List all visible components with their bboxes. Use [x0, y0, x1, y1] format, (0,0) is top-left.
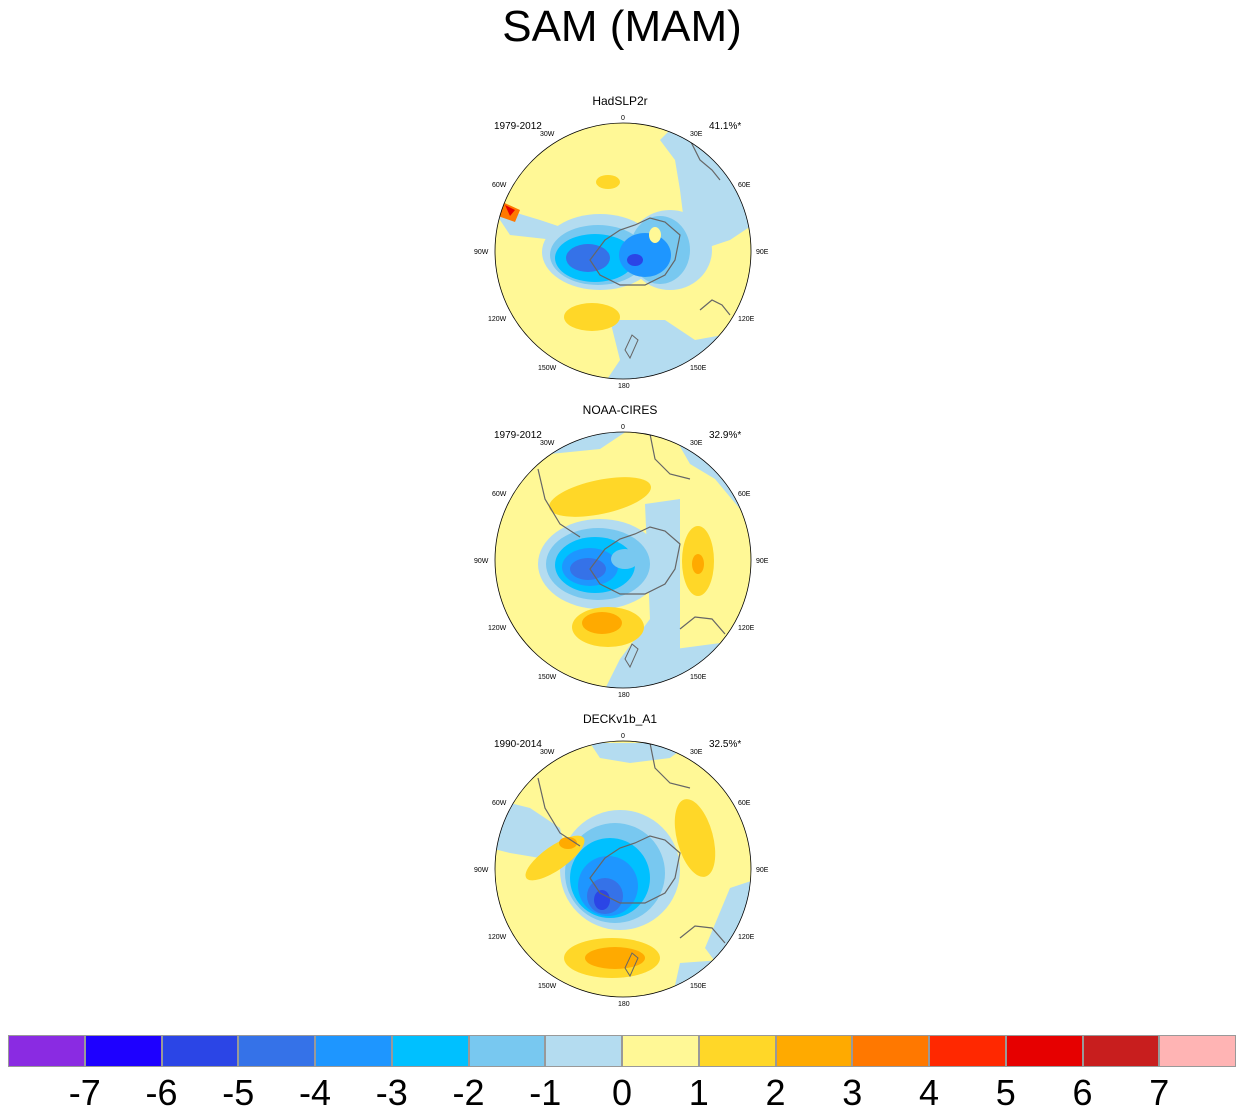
colorbar-tick-label: 3	[842, 1072, 863, 1113]
colorbar-tick-label: 2	[765, 1072, 786, 1113]
map-panel-hadslp2r: HadSLP2r 1979-2012 41.1%*	[450, 94, 790, 400]
colorbar-tick-label: 0	[611, 1072, 633, 1113]
lon-label: 30W	[540, 749, 555, 756]
colorbar-tick-label: 4	[918, 1072, 940, 1113]
colorbar-box	[852, 1035, 929, 1067]
lon-label: 60E	[738, 491, 751, 498]
lon-label: 120W	[488, 316, 507, 323]
map-panel-noaa-cires: NOAA-CIRES 1979-2012 32.9%*	[450, 403, 790, 709]
colorbar-box	[315, 1035, 392, 1067]
panel-percent: 32.5%*	[709, 739, 742, 750]
colorbar-tick-label: -6	[145, 1072, 178, 1113]
colorbar-box	[8, 1035, 85, 1067]
colorbar-tick-label: -5	[222, 1072, 255, 1113]
colorbar-tick-label: -1	[529, 1072, 562, 1113]
lon-label: 90E	[756, 867, 769, 874]
lon-label: 0	[621, 424, 625, 431]
colorbar-box	[1159, 1035, 1236, 1067]
lon-label: 60E	[738, 182, 751, 189]
lon-label: 120E	[738, 625, 755, 632]
lon-label: 150E	[690, 365, 707, 372]
colorbar-box	[468, 1035, 546, 1067]
lon-label: 180	[618, 383, 630, 390]
lon-label: 90E	[756, 249, 769, 256]
figure-title: SAM (MAM)	[502, 2, 742, 51]
panel-period: 1979-2012	[494, 121, 542, 132]
colorbar-tick-label: -4	[298, 1072, 331, 1113]
lon-label: 60W	[492, 491, 507, 498]
panel-period: 1990-2014	[494, 739, 542, 750]
panel-title: NOAA-CIRES	[582, 403, 658, 417]
colorbar-tick-label: -2	[452, 1072, 485, 1113]
lon-label: 30E	[690, 440, 703, 447]
panel-title: HadSLP2r	[592, 94, 648, 108]
lon-label: 60W	[492, 182, 507, 189]
lon-label: 120W	[488, 934, 507, 941]
lon-label: 90W	[474, 867, 489, 874]
lon-label: 120E	[738, 934, 755, 941]
colorbar-box	[545, 1035, 622, 1067]
colorbar-box	[161, 1035, 239, 1067]
panel-period: 1979-2012	[494, 430, 542, 441]
colorbar-tick-label: 5	[995, 1072, 1016, 1113]
lon-label: 90W	[474, 249, 489, 256]
lon-label: 30W	[540, 131, 555, 138]
colorbar-box	[1082, 1035, 1160, 1067]
colorbar-box	[698, 1035, 776, 1067]
lon-label: 120E	[738, 316, 755, 323]
lon-label: 60W	[492, 800, 507, 807]
lon-label: 150W	[538, 365, 557, 372]
colorbar-box	[1005, 1035, 1083, 1067]
colorbar-box	[238, 1035, 315, 1067]
map-panel-deckv1b-a1: DECKv1b_A1 1990-2014 32.5%*	[450, 712, 790, 1018]
colorbar-tick-label: 1	[688, 1072, 709, 1113]
lon-label: 90E	[756, 558, 769, 565]
lon-label: 150W	[538, 983, 557, 990]
colorbar-box	[622, 1035, 699, 1067]
colorbar-box	[84, 1035, 162, 1067]
polar-map: 0 30E 60E 90E 120E 150E 180 150W 120W 90…	[474, 733, 769, 1008]
lon-label: 120W	[488, 625, 507, 632]
colorbar-box	[929, 1035, 1006, 1067]
lon-label: 150W	[538, 674, 557, 681]
polar-map: 0 30E 60E 90E 120E 150E 180 150W 120W 90…	[474, 424, 769, 699]
colorbar-box	[775, 1035, 853, 1067]
colorbar-tick-label: -7	[68, 1072, 101, 1113]
panel-title: DECKv1b_A1	[582, 712, 658, 726]
lon-label: 0	[621, 115, 625, 122]
colorbar-box	[391, 1035, 469, 1067]
lon-label: 0	[621, 733, 625, 740]
lon-label: 60E	[738, 800, 751, 807]
polar-map: 0 30E 60E 90E 120E 150E 180 150W 120W 90…	[474, 115, 769, 390]
lon-label: 150E	[690, 674, 707, 681]
lon-label: 180	[618, 1001, 630, 1008]
lon-label: 30E	[690, 131, 703, 138]
panel-percent: 32.9%*	[709, 430, 742, 441]
lon-label: 150E	[690, 983, 707, 990]
colorbar-tick-label: 7	[1149, 1072, 1170, 1113]
lon-label: 180	[618, 692, 630, 699]
colorbar	[8, 1035, 1236, 1069]
panel-percent: 41.1%*	[709, 121, 742, 132]
lon-label: 30W	[540, 440, 555, 447]
colorbar-tick-label: 6	[1072, 1072, 1093, 1113]
lon-label: 30E	[690, 749, 703, 756]
colorbar-tick-label: -3	[375, 1072, 408, 1113]
lon-label: 90W	[474, 558, 489, 565]
